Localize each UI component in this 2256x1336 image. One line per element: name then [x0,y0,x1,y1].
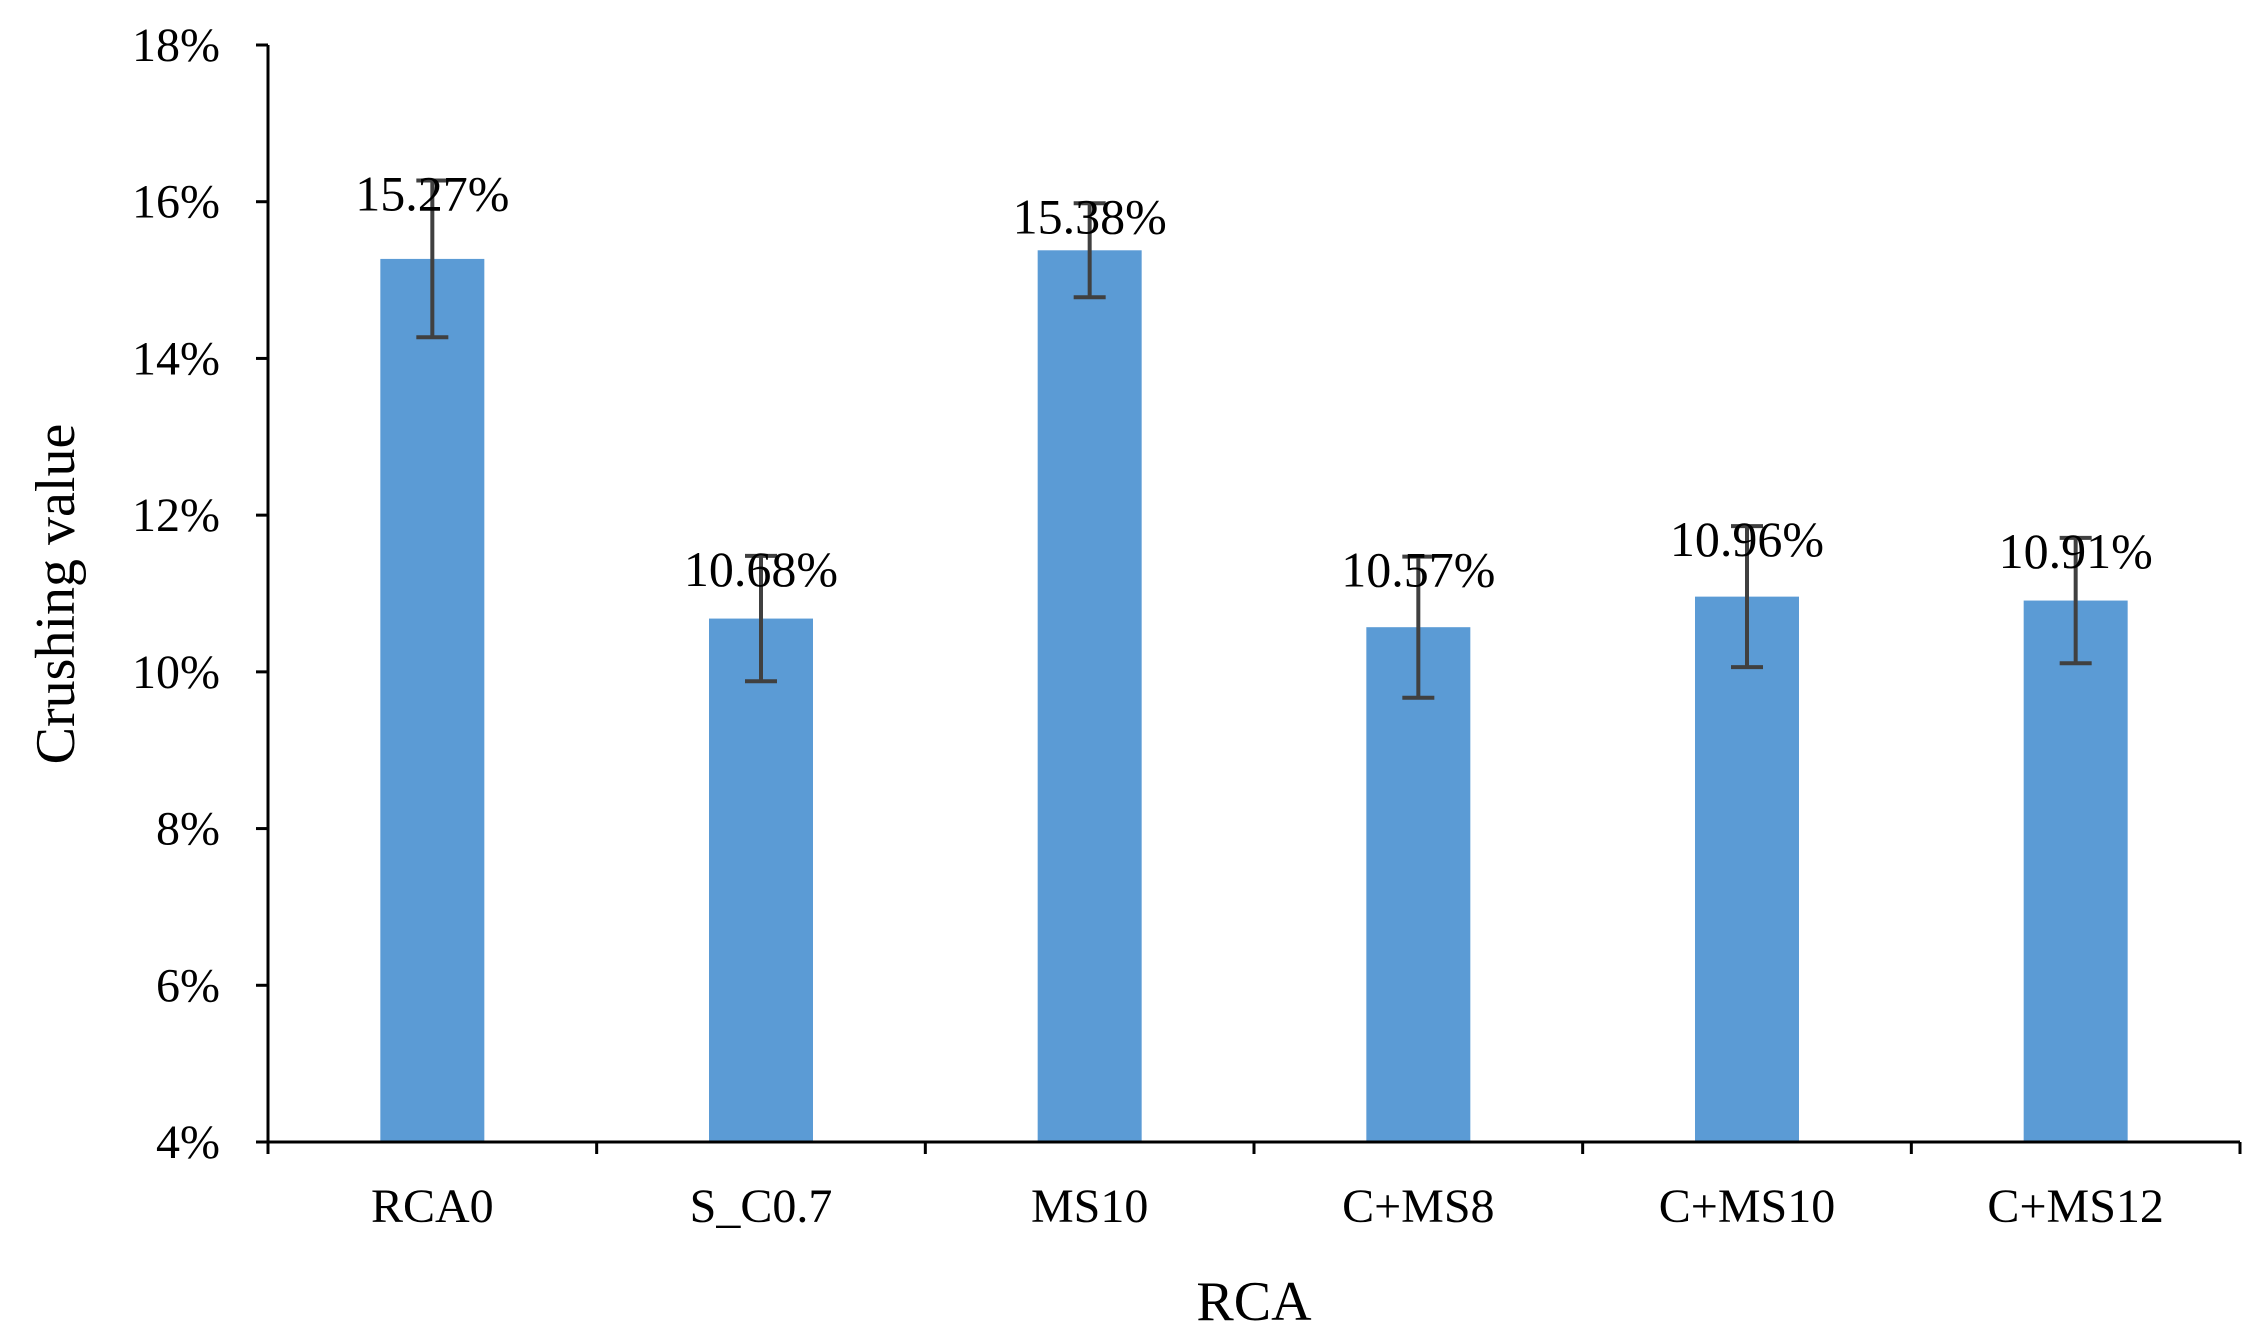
x-tick-label: S_C0.7 [690,1180,833,1233]
y-tick-label: 16% [132,176,220,229]
y-axis-ticks: 4% 6% 8% 10% 12% 14% 16% 18% [132,19,268,1169]
data-label: 10.91% [1999,523,2153,579]
y-tick-label: 6% [156,959,220,1012]
x-tick-label: C+MS10 [1659,1180,1835,1233]
data-label: 10.57% [1341,542,1495,598]
x-axis-ticks: RCA0 S_C0.7 MS10 C+MS8 C+MS10 C+MS12 [266,1142,2242,1233]
y-tick-label: 4% [156,1116,220,1169]
y-tick-label: 10% [132,646,220,699]
x-tick-label: C+MS12 [1987,1180,2163,1233]
y-tick-label: 18% [132,19,220,72]
y-tick-label: 12% [132,489,220,542]
bar [2023,600,2128,1142]
bar [709,618,813,1142]
data-label: 10.96% [1670,511,1824,567]
bar [1695,596,1799,1142]
bars [380,250,2128,1142]
error-bars [416,178,2092,700]
y-axis-title: Crushing value [25,424,87,765]
data-label: 15.27% [355,166,509,222]
x-tick-label: MS10 [1031,1180,1148,1233]
data-label: 15.38% [1013,188,1167,244]
bar [1366,627,1471,1142]
data-labels: 15.27% 10.68% 15.38% 10.57% 10.96% 10.91% [355,166,2152,598]
x-tick-label: C+MS8 [1342,1180,1494,1233]
x-tick-label: RCA0 [371,1180,494,1233]
y-tick-label: 14% [132,332,220,385]
x-axis-title: RCA [1196,1271,1312,1333]
y-tick-label: 8% [156,803,220,856]
data-label: 10.68% [684,541,838,597]
bar [380,258,485,1142]
bar [1037,250,1142,1142]
